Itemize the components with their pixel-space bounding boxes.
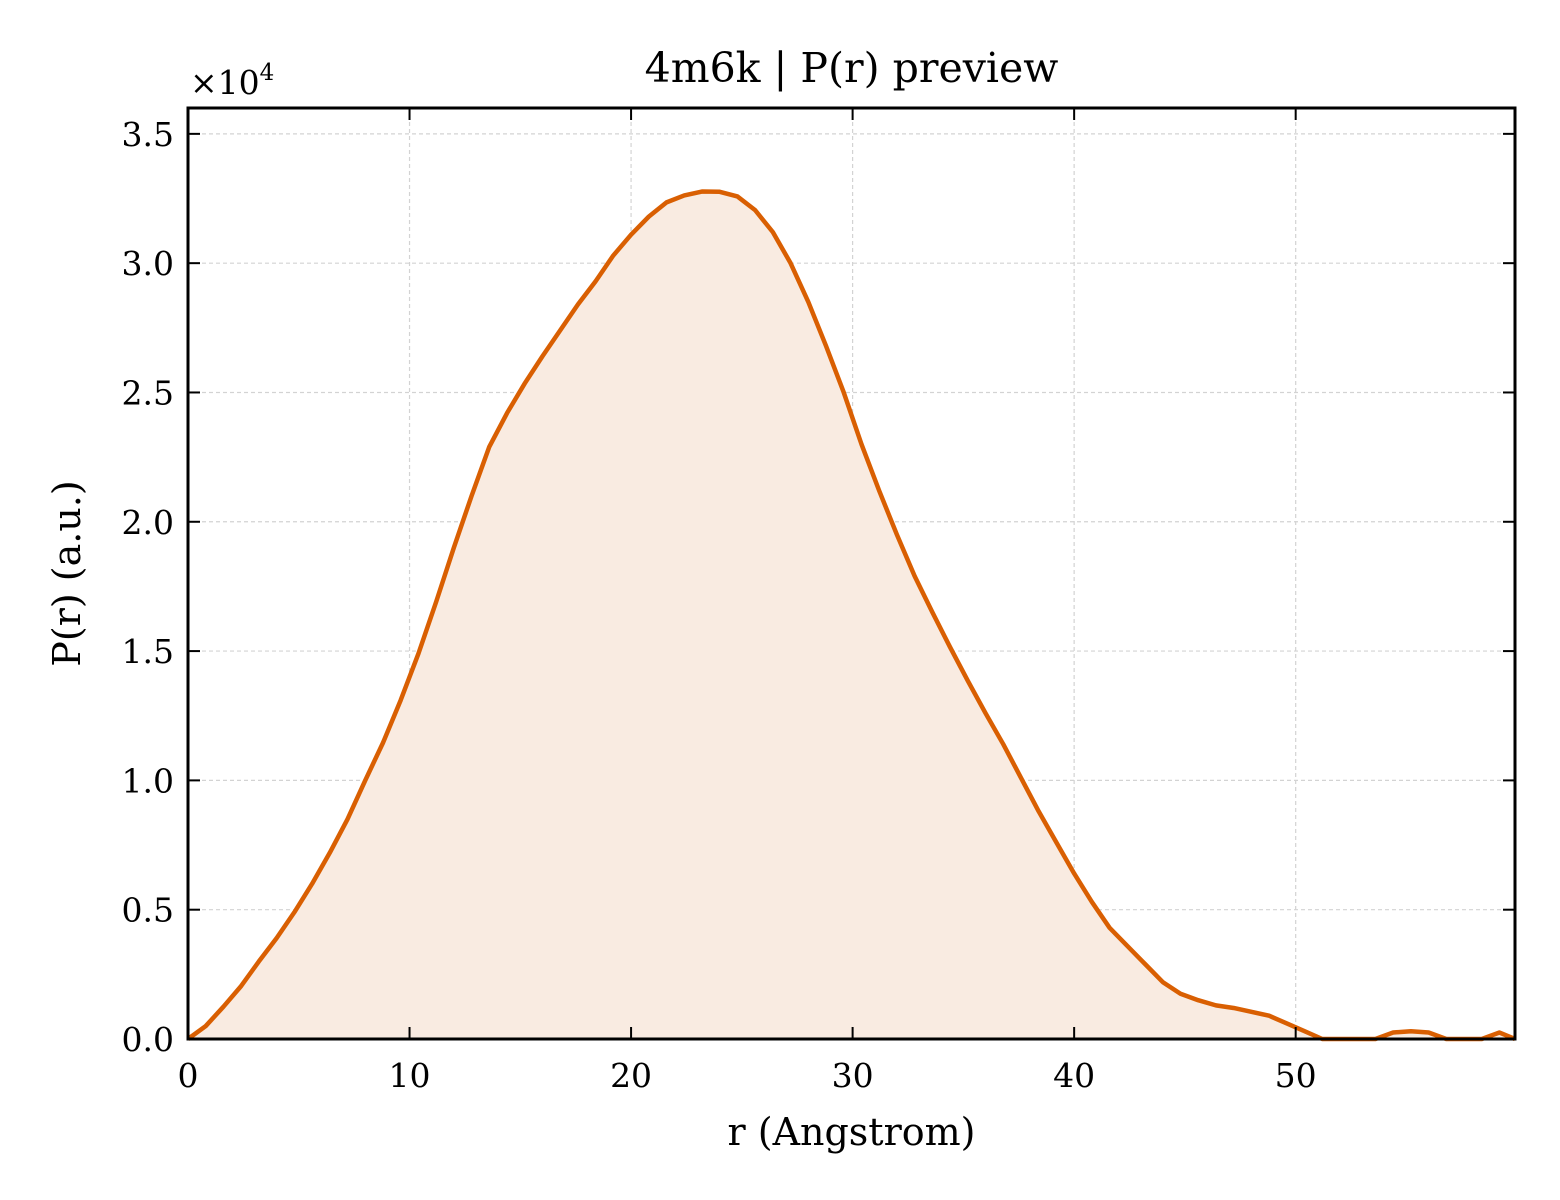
y-tick-label: 0.0 xyxy=(122,1020,174,1059)
y-scale-base: ×10 xyxy=(190,63,260,102)
x-tick-label: 50 xyxy=(1275,1056,1317,1095)
series-area-fill xyxy=(188,191,1515,1039)
y-tick-label: 1.5 xyxy=(122,632,174,671)
y-axis-label: P(r) (a.u.) xyxy=(45,480,89,666)
y-scale-exponent: 4 xyxy=(260,60,275,86)
y-tick-label: 1.0 xyxy=(122,761,174,800)
chart-title: 4m6k | P(r) preview xyxy=(645,44,1059,92)
y-scale-multiplier: ×104 xyxy=(190,60,274,102)
plot-frame xyxy=(186,106,1517,1041)
x-tick-label: 0 xyxy=(178,1056,199,1095)
axis-ticks: 0 10 20 30 40 50 0.0 0.5 1.0 1.5 2.0 2.5 3.0 3.5 xyxy=(122,108,1515,1095)
y-tick-label: 3.0 xyxy=(122,244,174,283)
y-tick-label: 0.5 xyxy=(122,891,174,930)
y-tick-label: 2.5 xyxy=(122,373,174,412)
x-tick-label: 30 xyxy=(832,1056,874,1095)
y-tick-label: 2.0 xyxy=(122,503,174,542)
x-tick-label: 40 xyxy=(1053,1056,1095,1095)
x-tick-label: 10 xyxy=(389,1056,431,1095)
x-axis-label: r (Angstrom) xyxy=(728,1110,976,1154)
y-tick-label: 3.5 xyxy=(122,115,174,154)
x-tick-label: 20 xyxy=(610,1056,652,1095)
